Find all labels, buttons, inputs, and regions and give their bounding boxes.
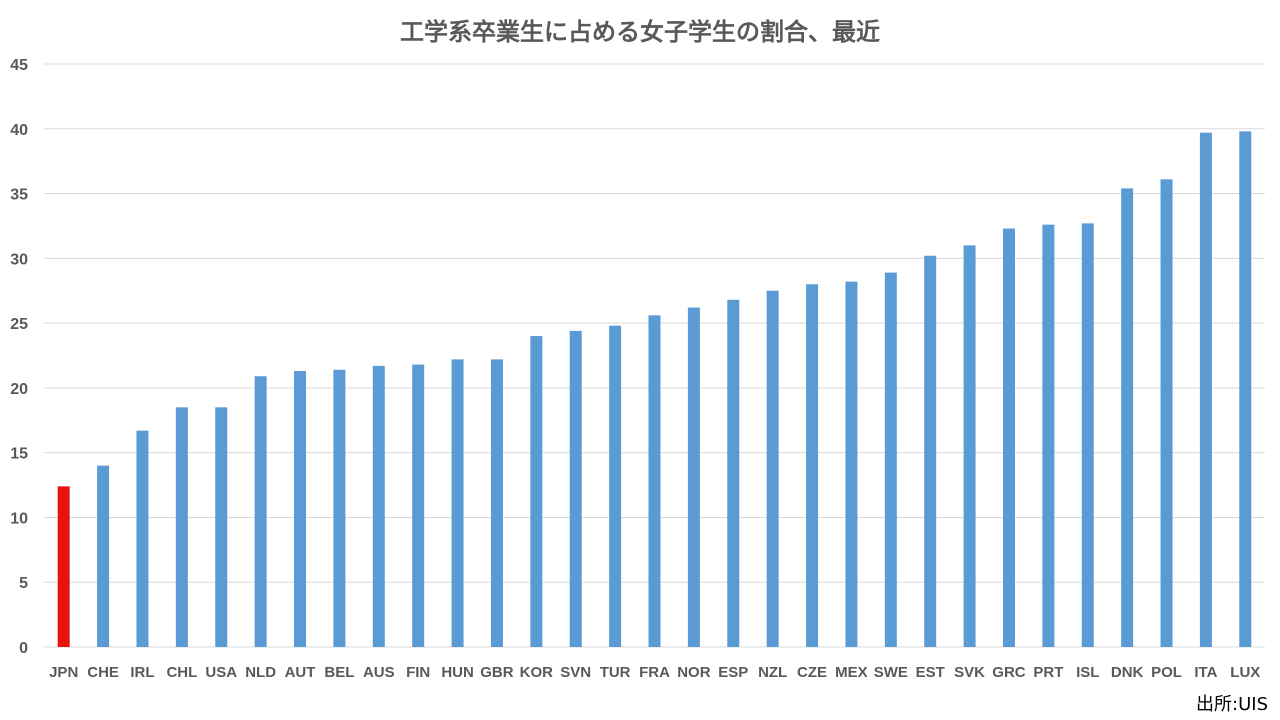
y-tick-label: 10 [10, 510, 28, 527]
bar-aus [372, 365, 385, 647]
x-tick-label: FRA [639, 664, 670, 681]
bar-fin [412, 364, 425, 647]
x-tick-label: CHL [166, 664, 197, 681]
y-tick-label: 35 [10, 187, 28, 204]
x-tick-label: SVN [560, 664, 591, 681]
x-tick-label: ESP [718, 664, 748, 681]
x-tick-label: BEL [324, 664, 354, 681]
bar-tur [609, 325, 622, 647]
x-tick-label: AUS [363, 664, 395, 681]
bar-est [924, 255, 937, 647]
bar-svk [963, 245, 976, 647]
y-tick-label: 15 [10, 446, 28, 463]
source-note: 出所:UIS [1196, 694, 1268, 715]
x-axis-labels: JPN CHE IRL CHL USA NLD AUT BEL AUS FIN HUN GBR KOR S… [49, 664, 1260, 681]
x-tick-label: SVK [954, 664, 985, 681]
x-tick-label: EST [916, 664, 945, 681]
y-tick-label: 40 [10, 122, 28, 139]
x-tick-label: GBR [480, 664, 514, 681]
bar-kor [530, 336, 543, 647]
bar-mex [845, 281, 858, 647]
y-tick-label: 0 [19, 640, 28, 657]
x-tick-label: IRL [130, 664, 154, 681]
x-tick-label: NLD [245, 664, 276, 681]
y-tick-label: 5 [19, 575, 28, 592]
bar-gbr [490, 359, 503, 647]
bar-dnk [1121, 188, 1134, 647]
bar-lux [1239, 131, 1252, 647]
x-tick-label: ISL [1076, 664, 1099, 681]
x-tick-label: AUT [285, 664, 316, 681]
bar-esp [727, 299, 740, 647]
x-tick-label: DNK [1111, 664, 1144, 681]
bar-nld [254, 376, 267, 647]
bar-isl [1081, 223, 1094, 647]
x-tick-label: TUR [600, 664, 631, 681]
x-tick-label: KOR [520, 664, 554, 681]
x-tick-label: GRC [992, 664, 1026, 681]
x-tick-label: CZE [797, 664, 827, 681]
x-tick-label: SWE [874, 664, 908, 681]
x-tick-label: ITA [1194, 664, 1217, 681]
bar-usa [215, 407, 228, 647]
bar-swe [884, 272, 897, 647]
bar-svn [569, 330, 582, 647]
y-tick-label: 20 [10, 381, 28, 398]
bar-nor [687, 307, 700, 647]
bars [57, 131, 1252, 648]
bar-prt [1042, 224, 1055, 647]
x-tick-label: LUX [1230, 664, 1260, 681]
bar-ita [1199, 132, 1212, 648]
bar-aut [294, 371, 307, 647]
y-tick-label: 45 [10, 57, 28, 74]
x-tick-label: FIN [406, 664, 430, 681]
bar-chl [175, 407, 188, 647]
bar-irl [136, 430, 149, 647]
x-tick-label: POL [1151, 664, 1182, 681]
bar-jpn [57, 486, 70, 647]
bar-nzl [766, 290, 779, 647]
bar-grc [1002, 228, 1015, 647]
bar-che [97, 465, 110, 647]
x-tick-label: PRT [1033, 664, 1063, 681]
x-tick-label: NOR [677, 664, 711, 681]
y-tick-label: 25 [10, 316, 28, 333]
x-tick-label: NZL [758, 664, 787, 681]
bar-bel [333, 369, 346, 647]
chart-title: 工学系卒業生に占める女子学生の割合、最近 [400, 18, 880, 46]
bar-fra [648, 315, 661, 647]
bar-pol [1160, 179, 1173, 647]
y-tick-label: 30 [10, 251, 28, 268]
x-tick-label: HUN [441, 664, 474, 681]
x-tick-label: CHE [87, 664, 119, 681]
bar-hun [451, 359, 464, 647]
x-tick-label: JPN [49, 664, 78, 681]
x-tick-label: USA [205, 664, 237, 681]
y-axis-ticks: 0 5 10 15 20 25 30 35 40 45 [10, 57, 28, 657]
x-tick-label: MEX [835, 664, 868, 681]
bar-cze [806, 284, 819, 647]
